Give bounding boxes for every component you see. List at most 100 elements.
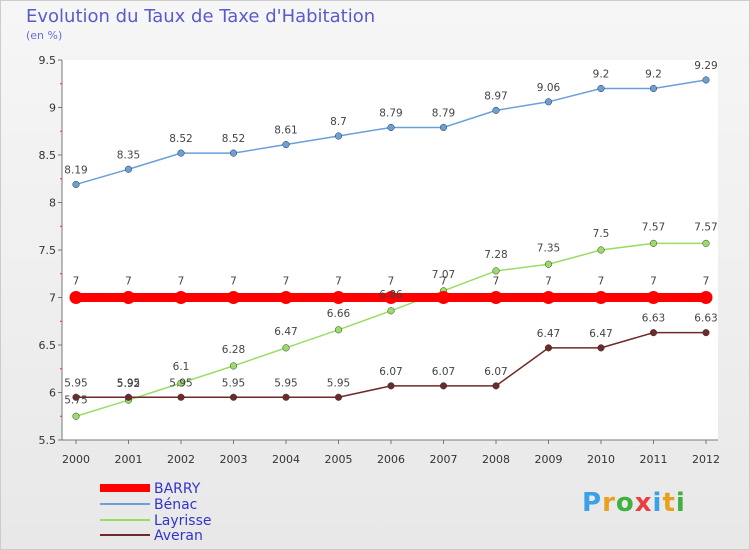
data-label-averan: 6.63 (642, 313, 665, 325)
data-label-averan: 5.95 (169, 377, 192, 389)
data-point-barry (122, 291, 135, 304)
data-label-bénac: 9.2 (593, 69, 610, 81)
logo-letter: i (652, 488, 663, 518)
logo-letter: r (602, 488, 616, 518)
data-label-layrisse: 7.35 (537, 242, 560, 254)
data-point-barry (69, 291, 83, 304)
y-tick-label: 6 (49, 387, 56, 400)
data-label-layrisse: 6.28 (222, 344, 245, 356)
data-label-bénac: 8.7 (330, 116, 347, 128)
data-point-bénac (177, 149, 185, 157)
data-label-bénac: 8.61 (274, 125, 297, 137)
logo-letter: i (675, 488, 686, 518)
data-point-layrisse (597, 246, 605, 254)
plot-area (62, 60, 718, 440)
data-point-bénac (124, 165, 133, 173)
data-point-barry (279, 291, 293, 304)
x-tick-label: 2011 (640, 453, 668, 466)
data-point-averan (649, 329, 658, 337)
data-point-averan (124, 393, 133, 401)
x-tick-label: 2000 (62, 453, 90, 466)
data-point-averan (492, 382, 500, 390)
data-label-averan: 6.07 (484, 366, 507, 378)
data-label-barry: 7 (545, 276, 552, 288)
data-label-barry: 7 (493, 276, 500, 288)
data-point-barry (174, 291, 188, 304)
x-tick-label: 2007 (430, 453, 458, 466)
data-label-layrisse: 7.57 (694, 221, 717, 233)
data-point-layrisse (492, 267, 500, 275)
data-point-bénac (544, 98, 553, 106)
data-point-bénac (649, 84, 658, 93)
data-label-bénac: 8.19 (64, 164, 87, 176)
y-tick-label: 8.5 (39, 149, 57, 162)
data-label-barry: 7 (650, 276, 657, 288)
logo-letter: x (634, 488, 653, 518)
y-tick-label: 9 (49, 102, 56, 115)
data-point-bénac (334, 132, 343, 140)
data-label-barry: 7 (283, 276, 290, 288)
data-point-layrisse (72, 412, 80, 420)
data-point-layrisse (387, 307, 395, 315)
data-label-barry: 7 (335, 276, 342, 288)
data-point-layrisse (282, 344, 290, 352)
data-label-barry: 7 (598, 276, 605, 288)
data-label-averan: 6.07 (379, 366, 402, 378)
data-point-bénac (597, 84, 605, 93)
y-tick-label: 6.5 (39, 339, 57, 352)
data-point-layrisse (702, 239, 710, 247)
legend-label-barry: BARRY (154, 481, 201, 497)
data-point-averan (229, 393, 238, 401)
data-label-layrisse: 7.07 (432, 269, 455, 281)
logo-letter: t (662, 488, 676, 518)
x-tick-label: 2008 (482, 453, 510, 466)
data-label-bénac: 8.52 (169, 133, 192, 145)
data-label-barry: 7 (125, 276, 132, 288)
data-label-bénac: 8.79 (432, 107, 455, 119)
data-label-averan: 5.95 (327, 377, 350, 389)
chart-title: Evolution du Taux de Taxe d'Habitation (26, 6, 376, 27)
x-tick-label: 2010 (587, 453, 615, 466)
data-point-averan (282, 393, 290, 401)
data-label-averan: 5.95 (117, 377, 140, 389)
data-point-bénac (387, 123, 395, 131)
data-label-barry: 7 (178, 276, 185, 288)
data-point-bénac (702, 76, 710, 84)
data-label-averan: 5.95 (274, 377, 297, 389)
y-tick-label: 8 (49, 197, 56, 210)
x-tick-label: 2001 (115, 453, 143, 466)
data-label-barry: 7 (440, 276, 447, 288)
legend-label-layrisse: Layrisse (154, 513, 212, 529)
logo-letter: o (615, 488, 635, 518)
data-point-barry (489, 291, 503, 304)
x-tick-label: 2012 (692, 453, 720, 466)
proxiti-logo: Proxiti (582, 488, 686, 518)
chart-subtitle: (en %) (26, 29, 63, 42)
logo-letter: P (582, 488, 603, 518)
data-point-barry (542, 291, 555, 304)
data-label-layrisse: 7.28 (484, 249, 507, 261)
data-label-averan: 6.47 (537, 328, 560, 340)
data-label-layrisse: 7.57 (642, 221, 665, 233)
y-tick-label: 7 (49, 292, 56, 305)
data-point-averan (702, 329, 710, 337)
data-label-averan: 5.95 (222, 377, 245, 389)
data-point-bénac (72, 180, 80, 188)
data-label-layrisse: 6.47 (274, 326, 297, 338)
legend-label-bénac: Bénac (154, 497, 197, 513)
data-label-averan: 6.47 (589, 328, 612, 340)
data-point-barry (227, 291, 240, 304)
data-label-averan: 5.95 (64, 377, 87, 389)
x-tick-label: 2009 (535, 453, 563, 466)
data-point-bénac (439, 123, 448, 131)
data-label-bénac: 8.97 (484, 90, 507, 102)
data-point-averan (334, 393, 343, 401)
data-label-bénac: 8.79 (379, 107, 402, 119)
data-label-layrisse: 6.1 (173, 361, 190, 373)
x-tick-label: 2002 (167, 453, 195, 466)
data-label-bénac: 9.29 (694, 60, 717, 72)
data-point-layrisse (544, 260, 553, 268)
data-point-barry (647, 291, 660, 304)
data-label-barry: 7 (230, 276, 237, 288)
data-point-averan (597, 344, 605, 352)
